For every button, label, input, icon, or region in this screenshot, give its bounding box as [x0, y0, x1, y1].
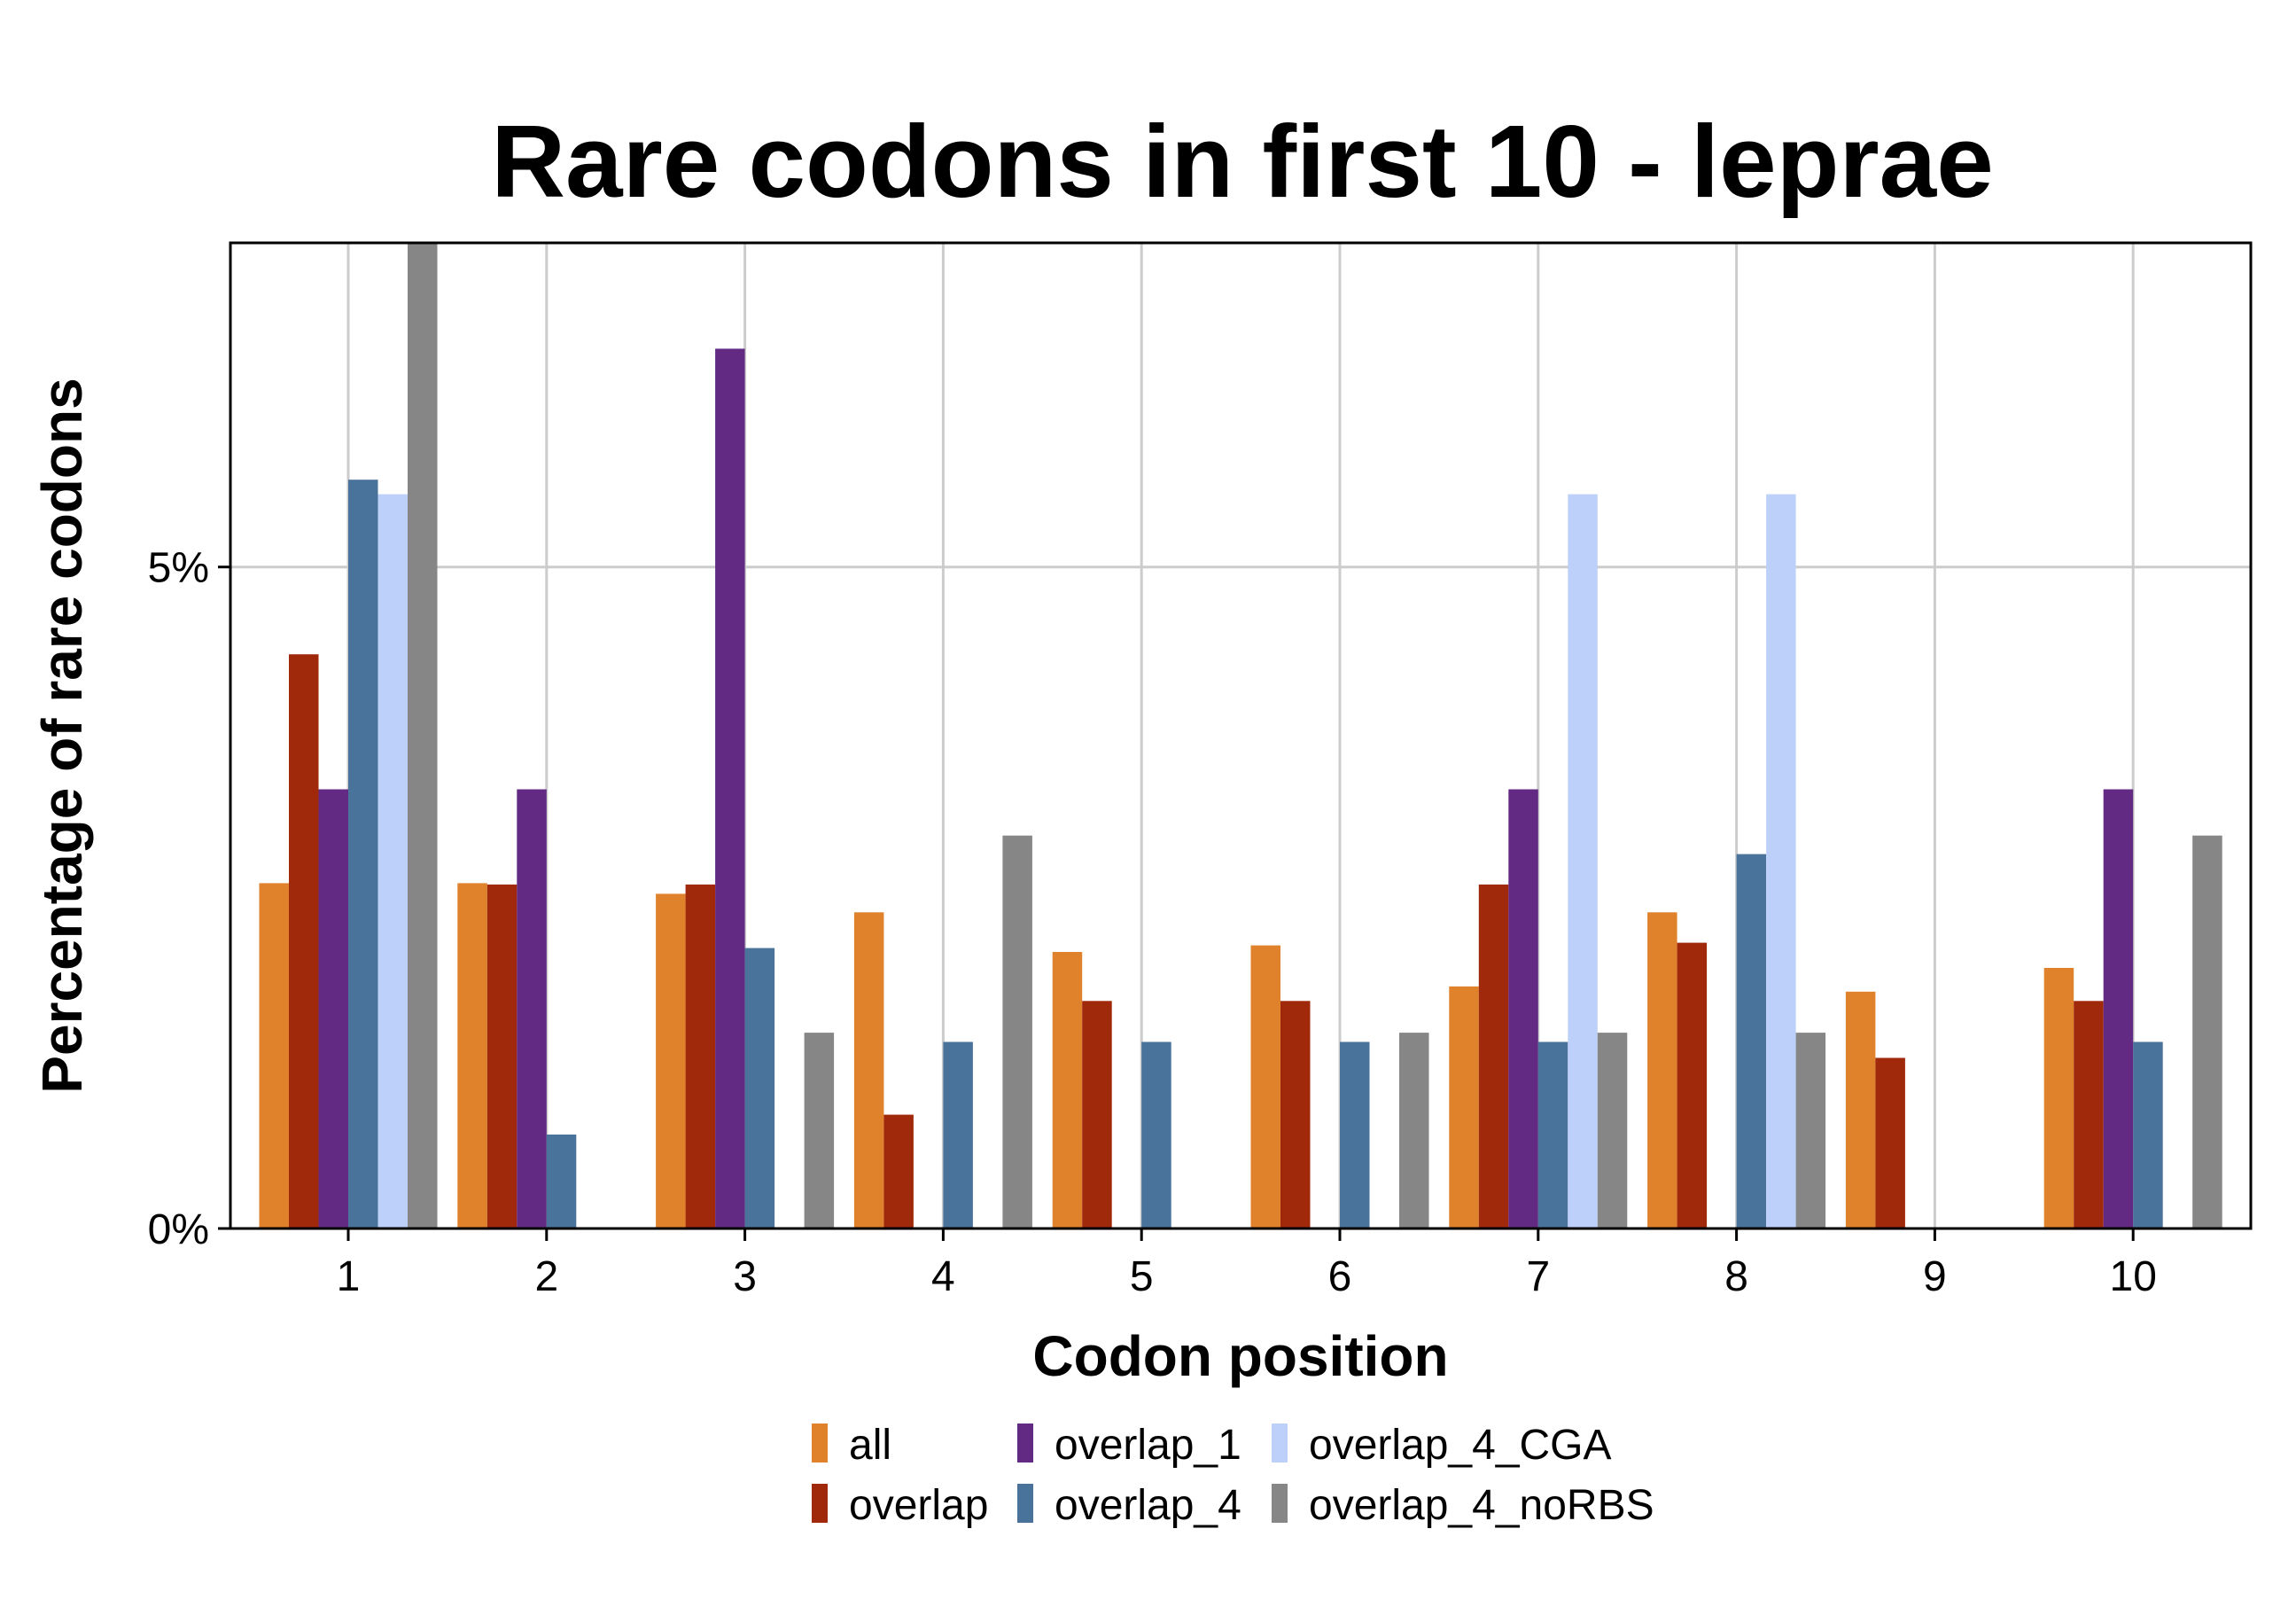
bar-overlap-pos-2	[486, 884, 518, 1228]
bar-overlap_4_CGA-pos-1	[377, 494, 408, 1228]
bar-overlap-pos-9	[1875, 1057, 1905, 1228]
legend-swatch	[1017, 1484, 1033, 1523]
bar-overlap_1-pos-10	[2103, 789, 2134, 1228]
bar-overlap_4_noRBS-pos-4	[1002, 835, 1032, 1228]
legend-label: overlap_4	[1055, 1482, 1241, 1529]
legend-item-overlap_4_noRBS: overlap_4_noRBS	[1272, 1482, 1654, 1529]
x-tick-label: 2	[534, 1253, 558, 1300]
x-tick-label: 8	[1724, 1253, 1748, 1300]
x-axis-title: Codon position	[1032, 1324, 1448, 1388]
x-tick-label: 5	[1130, 1253, 1154, 1300]
legend-label: overlap_4_CGA	[1309, 1422, 1612, 1469]
legend-item-overlap_4_CGA: overlap_4_CGA	[1272, 1422, 1612, 1469]
bar-overlap-pos-5	[1082, 1001, 1112, 1228]
legend-label: overlap_1	[1055, 1422, 1241, 1469]
bar-overlap_4_noRBS-pos-3	[804, 1033, 835, 1228]
y-tick-label: 0%	[148, 1206, 209, 1253]
bar-overlap_4_CGA-pos-7	[1568, 494, 1598, 1228]
bar-all-pos-1	[259, 883, 289, 1228]
bar-overlap_1-pos-1	[318, 789, 348, 1228]
bar-overlap_1-pos-7	[1508, 789, 1538, 1228]
bar-overlap_4_noRBS-pos-8	[1795, 1033, 1826, 1228]
bar-all-pos-6	[1250, 945, 1280, 1228]
bar-overlap-pos-1	[289, 654, 319, 1228]
legend-item-overlap: overlap	[812, 1482, 988, 1529]
x-tick-label: 7	[1526, 1253, 1550, 1300]
legend-swatch	[812, 1424, 828, 1462]
x-tick-label: 4	[931, 1253, 955, 1300]
bar-overlap-pos-10	[2074, 1001, 2104, 1228]
legend-item-all: all	[812, 1422, 891, 1469]
chart-title: Rare codons in first 10 - leprae	[491, 104, 1993, 219]
x-tick-label: 6	[1328, 1253, 1352, 1300]
bar-overlap_4-pos-5	[1141, 1041, 1171, 1228]
x-tick-label: 9	[1923, 1253, 1947, 1300]
bar-overlap_4-pos-7	[1537, 1041, 1568, 1228]
plot-panel-border	[229, 241, 2253, 1230]
bar-overlap-pos-3	[685, 884, 716, 1228]
bar-all-pos-4	[853, 912, 884, 1228]
y-axis-title: Percentage of rare codons	[30, 378, 94, 1093]
bar-overlap_4_CGA-pos-8	[1766, 494, 1796, 1228]
bar-overlap_4-pos-4	[943, 1041, 973, 1228]
legend-item-overlap_4: overlap_4	[1017, 1482, 1241, 1529]
bar-all-pos-3	[656, 893, 686, 1228]
bar-overlap-pos-4	[883, 1114, 914, 1228]
bar-overlap_4-pos-2	[546, 1135, 577, 1228]
x-tick-label: 3	[733, 1253, 757, 1300]
bar-overlap_4-pos-10	[2133, 1041, 2163, 1228]
bar-overlap-pos-7	[1478, 884, 1509, 1228]
bar-overlap_1-pos-2	[517, 789, 547, 1228]
bar-all-pos-8	[1647, 912, 1677, 1228]
legend-swatch	[812, 1484, 828, 1523]
bar-all-pos-10	[2043, 968, 2074, 1228]
y-tick-label: 5%	[148, 545, 209, 592]
bar-overlap_4_noRBS-pos-7	[1597, 1033, 1628, 1228]
bar-overlap_4_noRBS-pos-6	[1399, 1033, 1429, 1228]
bar-overlap_4-pos-8	[1736, 854, 1767, 1228]
bar-overlap_4_noRBS-pos-10	[2192, 835, 2222, 1228]
x-tick-label: 1	[337, 1253, 361, 1300]
legend-item-overlap_1: overlap_1	[1017, 1422, 1241, 1469]
legend-swatch	[1017, 1424, 1033, 1462]
bar-overlap-pos-6	[1280, 1001, 1311, 1228]
bar-overlap_4_noRBS-pos-1	[408, 243, 438, 1228]
bars-layer	[259, 243, 2222, 1228]
bar-overlap-pos-8	[1677, 942, 1708, 1228]
legend-swatch	[1272, 1424, 1288, 1462]
legend-label: overlap_4_noRBS	[1309, 1482, 1654, 1529]
bar-overlap_4-pos-3	[744, 948, 775, 1228]
legend: all overlap overlap_1 overlap_4 overlap_4_CG…	[812, 1422, 1654, 1529]
legend-swatch	[1272, 1484, 1288, 1523]
legend-label: all	[849, 1422, 891, 1469]
axis-layer: 1 2 3 4 5 6 7 8 9 10 0% 5%	[148, 545, 2157, 1300]
bar-all-pos-9	[1845, 991, 1876, 1228]
bar-overlap_1-pos-3	[715, 348, 745, 1228]
bar-all-pos-7	[1449, 986, 1479, 1228]
bar-all-pos-2	[457, 883, 487, 1228]
x-tick-label: 10	[2110, 1253, 2157, 1300]
bar-overlap_4-pos-6	[1340, 1041, 1370, 1228]
bar-overlap_4-pos-1	[348, 480, 378, 1228]
legend-label: overlap	[849, 1482, 988, 1529]
bar-all-pos-5	[1052, 952, 1083, 1228]
